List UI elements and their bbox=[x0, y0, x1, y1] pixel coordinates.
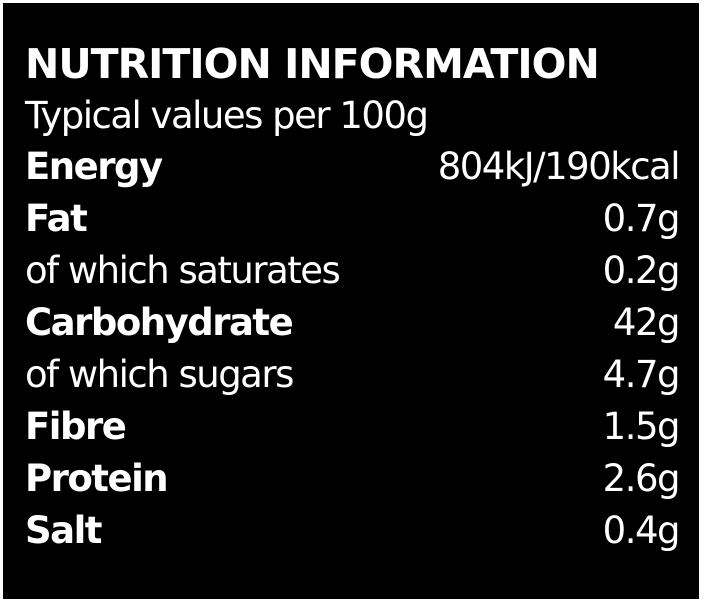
title: NUTRITION INFORMATION bbox=[25, 40, 600, 88]
table-row: Fibre 1.5g bbox=[25, 401, 681, 453]
table-row: of which sugars 4.7g bbox=[25, 349, 681, 401]
table-row: of which saturates 0.2g bbox=[25, 245, 681, 297]
nutrient-value: 4.7g bbox=[602, 353, 681, 396]
nutrient-name: Energy bbox=[25, 145, 163, 188]
table-row: Carbohydrate 42g bbox=[25, 297, 681, 349]
nutrient-value: 2.6g bbox=[602, 457, 681, 500]
nutrient-name: Protein bbox=[25, 457, 169, 500]
nutrient-value: 804kJ/190kcal bbox=[437, 145, 681, 188]
nutrition-panel: NUTRITION INFORMATION Typical values per… bbox=[3, 3, 699, 599]
table-row: Salt 0.4g bbox=[25, 505, 681, 557]
table-row: Energy 804kJ/190kcal bbox=[25, 141, 681, 193]
nutrition-table: Energy 804kJ/190kcal Fat 0.7g of which satur… bbox=[25, 141, 681, 557]
nutrient-name: of which saturates bbox=[25, 249, 341, 292]
nutrient-value: 0.4g bbox=[602, 509, 681, 552]
nutrient-name: Salt bbox=[25, 509, 103, 552]
nutrient-name: Carbohydrate bbox=[25, 301, 294, 344]
nutrient-name: Fibre bbox=[25, 405, 127, 448]
table-row: Protein 2.6g bbox=[25, 453, 681, 505]
nutrient-name: Fat bbox=[25, 197, 88, 240]
nutrient-value: 1.5g bbox=[602, 405, 681, 448]
table-row: Fat 0.7g bbox=[25, 193, 681, 245]
nutrient-name: of which sugars bbox=[25, 353, 294, 396]
nutrient-value: 42g bbox=[612, 301, 681, 344]
nutrient-value: 0.2g bbox=[602, 249, 681, 292]
nutrient-value: 0.7g bbox=[602, 197, 681, 240]
subtitle: Typical values per 100g bbox=[25, 94, 429, 137]
